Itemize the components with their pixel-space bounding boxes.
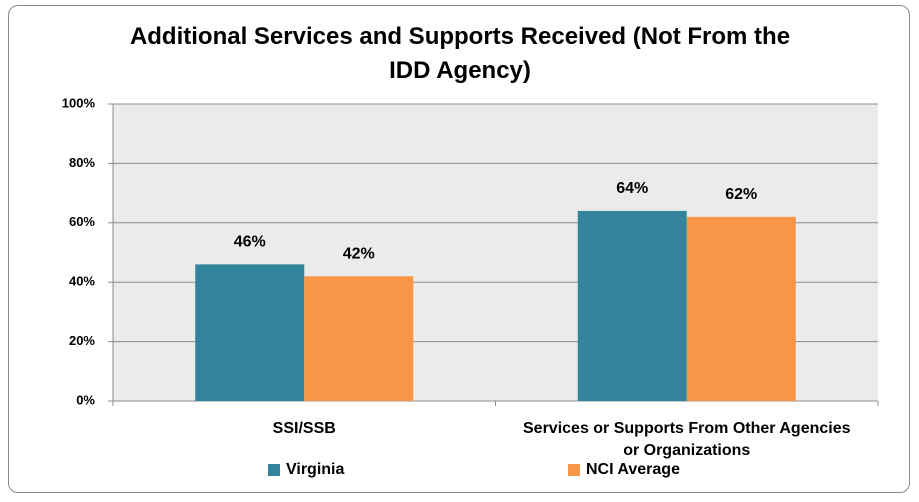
bar: [195, 264, 305, 401]
chart-title: Additional Services and Supports Receive…: [129, 23, 791, 84]
data-label: 42%: [343, 245, 375, 262]
chart-frame: [8, 5, 910, 493]
legend-label: NCI Average: [586, 461, 680, 478]
y-tick-label: 0%: [76, 392, 95, 407]
data-label: 62%: [725, 186, 757, 203]
legend-swatch: [268, 464, 280, 476]
legend-item: NCI Average: [568, 461, 680, 479]
bar: [577, 210, 687, 401]
x-tick-label: Services or Supports From Other Agencies…: [523, 420, 851, 459]
y-tick-label: 100%: [62, 95, 96, 110]
legend-swatch: [568, 464, 580, 476]
y-tick-label: 40%: [69, 274, 95, 289]
legend-label: Virginia: [286, 461, 345, 478]
data-label: 46%: [234, 234, 266, 251]
y-tick-label: 60%: [69, 214, 95, 229]
data-label: 64%: [616, 180, 648, 197]
y-tick-label: 20%: [69, 333, 95, 348]
legend-item: Virginia: [268, 461, 344, 479]
y-tick-label: 80%: [69, 155, 95, 170]
bar: [304, 276, 414, 401]
bar: [686, 216, 796, 401]
x-tick-label: SSI/SSB: [272, 420, 336, 437]
